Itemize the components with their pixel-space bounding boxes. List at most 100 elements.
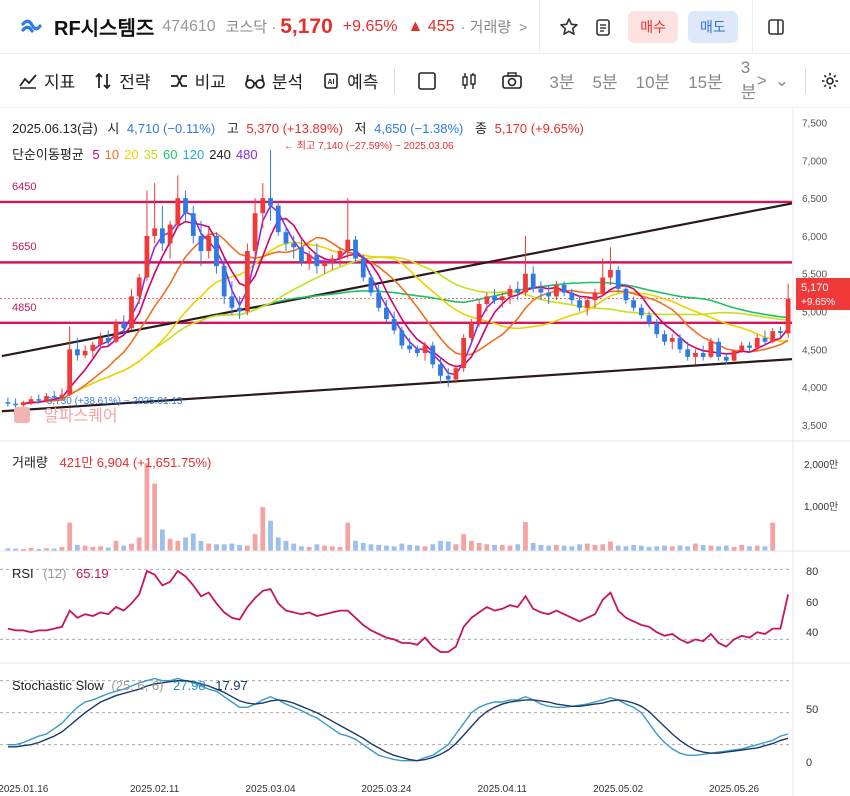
volume-bar bbox=[662, 545, 667, 551]
candle bbox=[731, 349, 737, 363]
candle bbox=[569, 288, 575, 304]
ohlc-readout: 2025.06.13(금) 시 4,710 (−0.11%) 고 5,370 (… bbox=[12, 121, 584, 136]
volume-bar bbox=[476, 542, 482, 551]
candle bbox=[175, 175, 181, 229]
volume-bar bbox=[175, 540, 181, 551]
min-price-label: ← 3,730 (+38.61%) − 2025.01.13 bbox=[34, 396, 183, 407]
candle-body bbox=[762, 337, 768, 342]
candle bbox=[646, 311, 652, 327]
forecast-button[interactable]: AI 예측 bbox=[321, 68, 378, 93]
buy-button[interactable]: 매수 bbox=[628, 10, 679, 43]
compare-button[interactable]: 비교 bbox=[169, 68, 226, 93]
interval-15m[interactable]: 15분 bbox=[688, 73, 723, 92]
ma-period-60: 60 bbox=[163, 147, 177, 162]
x-axis-date-label: 2025.01.16 bbox=[0, 784, 49, 795]
candle bbox=[144, 190, 150, 282]
candle-body bbox=[183, 198, 188, 214]
shuffle-icon bbox=[170, 74, 187, 87]
candle bbox=[700, 345, 706, 361]
volume-bar bbox=[206, 543, 212, 551]
volume-bar bbox=[353, 540, 358, 551]
volume-bar bbox=[677, 545, 683, 551]
x-axis-date-label: 2025.02.11 bbox=[130, 784, 180, 795]
strategy-button[interactable]: 전략 bbox=[93, 68, 151, 93]
candle-body bbox=[337, 251, 343, 259]
ma-legend[interactable]: 단순이동평균 5 10 20 35 60 120 240 480 bbox=[12, 147, 258, 162]
candle-body bbox=[5, 402, 11, 404]
volume-bar bbox=[322, 545, 328, 551]
candle bbox=[538, 281, 544, 301]
candle-body bbox=[98, 337, 103, 345]
level-label-6450: 6450 bbox=[12, 181, 36, 193]
volume-bar bbox=[592, 544, 598, 551]
strategy-label: 전략 bbox=[119, 73, 151, 92]
stoch-axis-0: 0 bbox=[806, 757, 812, 769]
candle bbox=[82, 345, 88, 359]
volume-bar bbox=[136, 537, 142, 551]
volume-bar bbox=[244, 545, 250, 551]
candle bbox=[268, 149, 273, 221]
volume-bar bbox=[299, 546, 304, 551]
volume-bar bbox=[98, 546, 103, 551]
interval-5m[interactable]: 5분 bbox=[592, 73, 618, 92]
candle-body bbox=[198, 235, 204, 252]
price-axis-tick: 7,000 bbox=[802, 156, 827, 167]
stock-name[interactable]: RF시스템즈 bbox=[54, 18, 155, 40]
volume-bar bbox=[260, 507, 266, 551]
chevron-down-icon[interactable]: ⌄ bbox=[774, 70, 789, 90]
candle-body bbox=[631, 300, 637, 308]
candle-body bbox=[484, 296, 490, 304]
volume-bar bbox=[646, 546, 652, 551]
candle bbox=[74, 337, 80, 361]
x-axis-date-label: 2025.03.24 bbox=[361, 784, 411, 795]
candle bbox=[770, 328, 776, 344]
settings-icon[interactable] bbox=[820, 71, 840, 91]
candle-body bbox=[669, 337, 675, 342]
candle-body bbox=[144, 235, 150, 278]
interval-10m[interactable]: 10분 bbox=[635, 73, 671, 92]
analysis-button[interactable]: 분석 bbox=[244, 68, 303, 93]
candle-body bbox=[368, 277, 374, 293]
candle bbox=[499, 292, 505, 308]
candle bbox=[693, 349, 698, 365]
candle-body bbox=[546, 292, 552, 297]
svg-text:AI: AI bbox=[328, 79, 335, 86]
chevron-right-icon[interactable]: > bbox=[519, 18, 528, 35]
ma-period-5: 5 bbox=[92, 147, 99, 162]
interval-30m[interactable]: 3분 bbox=[740, 58, 755, 102]
candle-body bbox=[646, 315, 652, 323]
panel-toggle-icon[interactable] bbox=[759, 10, 793, 44]
candle bbox=[20, 400, 26, 407]
candle bbox=[677, 334, 683, 354]
candle bbox=[90, 341, 96, 357]
checkbox-icon[interactable] bbox=[417, 71, 437, 91]
volume-bar bbox=[762, 546, 768, 551]
chevron-right-icon[interactable]: > bbox=[756, 70, 767, 90]
x-axis-date-label: 2025.04.11 bbox=[478, 784, 528, 795]
volume-bar bbox=[391, 546, 397, 551]
candlestick-icon[interactable] bbox=[459, 71, 479, 91]
interval-3m[interactable]: 3분 bbox=[549, 73, 575, 92]
ma-period-480: 480 bbox=[236, 147, 258, 162]
indicators-button[interactable]: 지표 bbox=[18, 68, 75, 93]
clipboard-icon[interactable] bbox=[586, 10, 620, 44]
volume-bar bbox=[546, 545, 552, 551]
indicators-label: 지표 bbox=[44, 73, 76, 92]
candle bbox=[453, 364, 459, 384]
candle-body bbox=[577, 300, 582, 308]
candle bbox=[391, 311, 397, 335]
volume-bar bbox=[345, 522, 351, 551]
volume-bar bbox=[492, 544, 497, 551]
camera-icon[interactable] bbox=[501, 71, 523, 91]
candle-body bbox=[129, 296, 134, 329]
volume-bar bbox=[538, 544, 544, 551]
candle bbox=[631, 296, 637, 312]
stock-chart[interactable]: 7,500 7,000 6,500 6,000 5,500 5,000 4,500 4,000… bbox=[0, 108, 850, 796]
sell-button[interactable]: 매도 bbox=[688, 10, 738, 43]
svg-text:+9.65%: +9.65% bbox=[801, 297, 835, 308]
candle-body bbox=[399, 330, 405, 346]
star-icon[interactable] bbox=[552, 10, 586, 44]
candle-body bbox=[507, 288, 513, 297]
candle bbox=[669, 334, 675, 350]
candle bbox=[515, 281, 521, 301]
